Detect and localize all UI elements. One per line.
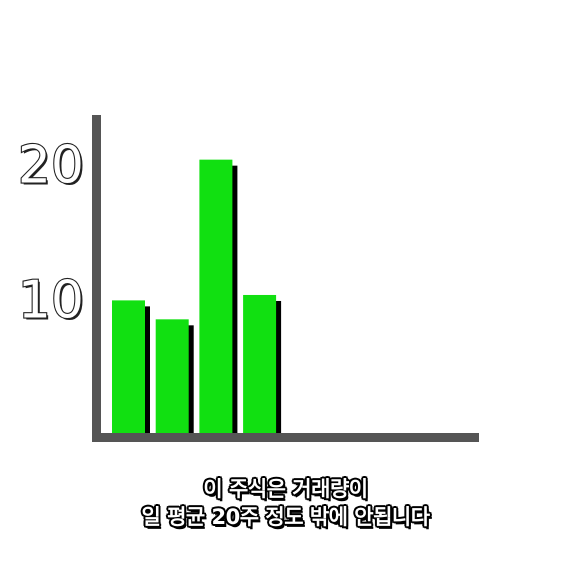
bars-group (112, 159, 282, 439)
x-axis (92, 433, 479, 442)
y-tick-label-20: 20 (18, 135, 84, 195)
bar-2 (155, 319, 189, 433)
bar-3 (199, 159, 233, 433)
y-axis (92, 115, 101, 442)
y-tick-shadow-20: 20 (20, 137, 86, 197)
caption-line-1: 이 주식은 거래량이 (203, 477, 368, 501)
y-tick-label-10: 10 (18, 271, 84, 331)
bar-4 (243, 294, 277, 433)
y-tick-shadow-10: 10 (20, 273, 86, 333)
caption-line-2: 일 평균 20주 정도 밖에 안됩니다 (141, 505, 430, 529)
bar-1 (112, 300, 145, 433)
